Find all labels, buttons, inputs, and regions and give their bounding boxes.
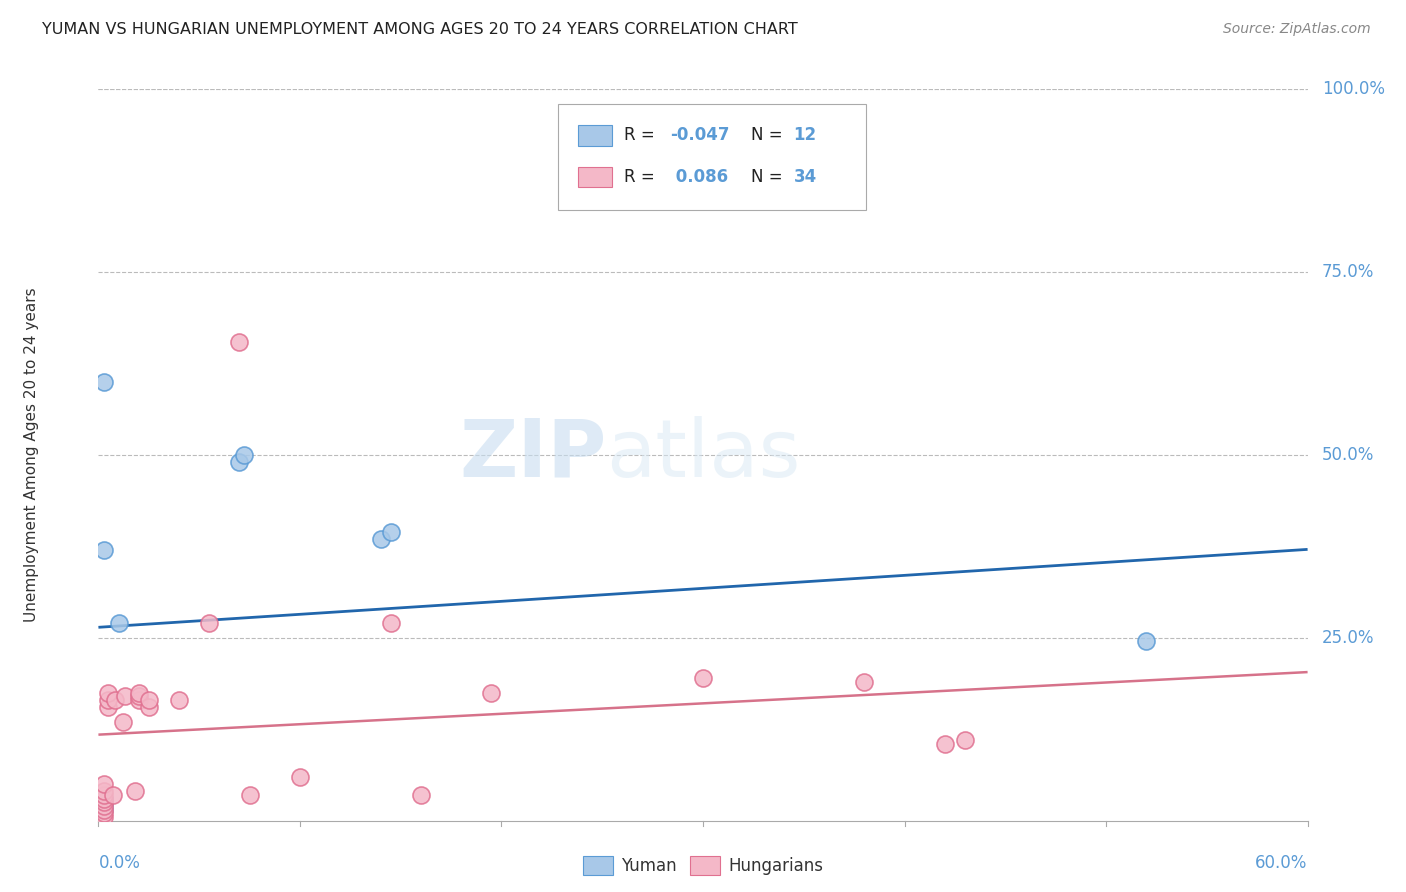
Point	[93, 543, 115, 558]
Point	[228, 334, 250, 349]
Point	[692, 671, 714, 685]
Legend: Yuman, Hungarians: Yuman, Hungarians	[576, 849, 830, 882]
Point	[114, 690, 136, 704]
Point	[93, 784, 115, 798]
Point	[128, 690, 150, 704]
Point	[138, 700, 160, 714]
Point	[124, 784, 146, 798]
Text: -0.047: -0.047	[671, 127, 730, 145]
Point	[93, 777, 115, 791]
Point	[198, 616, 221, 631]
Point	[93, 799, 115, 814]
Point	[101, 788, 124, 802]
Text: YUMAN VS HUNGARIAN UNEMPLOYMENT AMONG AGES 20 TO 24 YEARS CORRELATION CHART: YUMAN VS HUNGARIAN UNEMPLOYMENT AMONG AG…	[42, 22, 799, 37]
Point	[128, 686, 150, 700]
Point	[934, 737, 956, 751]
Point	[232, 448, 254, 462]
Point	[93, 791, 115, 805]
Text: 0.0%: 0.0%	[98, 854, 141, 871]
Point	[93, 791, 115, 805]
Point	[853, 674, 876, 689]
Point	[953, 733, 976, 747]
Text: 50.0%: 50.0%	[1322, 446, 1375, 464]
Point	[370, 532, 392, 546]
Point	[380, 616, 402, 631]
Point	[93, 799, 115, 814]
Point	[103, 693, 125, 707]
Point	[239, 788, 262, 802]
Point	[93, 788, 115, 802]
Point	[93, 375, 115, 389]
Text: 25.0%: 25.0%	[1322, 629, 1375, 647]
Point	[380, 524, 402, 539]
Text: Source: ZipAtlas.com: Source: ZipAtlas.com	[1223, 22, 1371, 37]
Text: atlas: atlas	[606, 416, 800, 494]
Text: ZIP: ZIP	[458, 416, 606, 494]
Text: 100.0%: 100.0%	[1322, 80, 1385, 98]
Point	[481, 686, 503, 700]
Bar	[578, 125, 613, 145]
Text: 0.086: 0.086	[671, 168, 728, 186]
Point	[228, 455, 250, 469]
Point	[93, 803, 115, 817]
Text: 60.0%: 60.0%	[1256, 854, 1308, 871]
Point	[93, 803, 115, 817]
Point	[288, 770, 311, 784]
Point	[409, 788, 432, 802]
Point	[167, 693, 190, 707]
Text: R =: R =	[624, 168, 661, 186]
Text: 12: 12	[794, 127, 817, 145]
Point	[97, 700, 120, 714]
Point	[138, 693, 160, 707]
Text: N =: N =	[751, 127, 789, 145]
Point	[111, 714, 134, 729]
Text: R =: R =	[624, 127, 661, 145]
Point	[93, 796, 115, 810]
Point	[93, 810, 115, 824]
Text: 34: 34	[794, 168, 817, 186]
Bar	[578, 167, 613, 187]
Point	[93, 796, 115, 810]
Point	[97, 686, 120, 700]
Point	[107, 616, 129, 631]
Text: Unemployment Among Ages 20 to 24 years: Unemployment Among Ages 20 to 24 years	[24, 287, 39, 623]
FancyBboxPatch shape	[558, 103, 866, 210]
Text: 75.0%: 75.0%	[1322, 263, 1375, 281]
Point	[128, 693, 150, 707]
Text: N =: N =	[751, 168, 789, 186]
Point	[93, 806, 115, 821]
Point	[97, 693, 120, 707]
Point	[1135, 634, 1157, 648]
